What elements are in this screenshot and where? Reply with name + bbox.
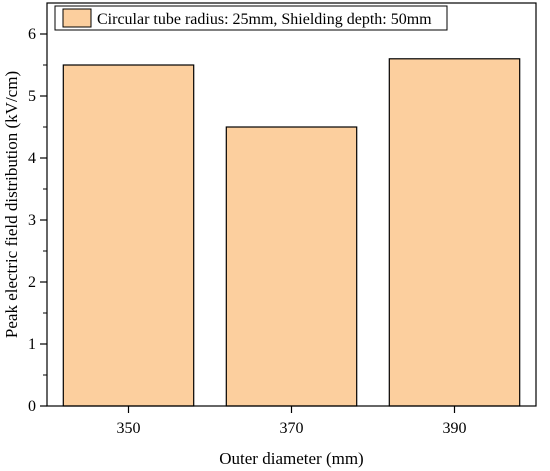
y-axis-ticks: 0 1 2 3 4 5 6 <box>28 26 47 415</box>
x-tick-label: 350 <box>117 420 141 437</box>
bar-370 <box>225 126 358 407</box>
legend-swatch <box>62 8 92 28</box>
x-axis-label: Outer diameter (mm) <box>219 449 363 468</box>
x-tick-label: 370 <box>280 420 304 437</box>
y-tick-label: 0 <box>28 398 36 415</box>
legend: Circular tube radius: 25mm, Shielding de… <box>54 5 448 31</box>
x-axis-ticks: 350 370 390 <box>117 406 467 437</box>
bar-390 <box>388 58 521 407</box>
bar-350 <box>62 64 195 407</box>
legend-label: Circular tube radius: 25mm, Shielding de… <box>97 11 432 28</box>
x-tick-label: 390 <box>443 420 467 437</box>
y-tick-label: 4 <box>28 150 36 167</box>
y-tick-label: 3 <box>28 212 36 229</box>
y-tick-label: 2 <box>28 274 36 291</box>
y-tick-label: 5 <box>28 88 36 105</box>
y-tick-label: 6 <box>28 26 36 43</box>
legend-box <box>54 5 448 31</box>
y-axis-label: Peak electric field distribution (kV/cm) <box>2 71 21 338</box>
bars <box>62 58 521 407</box>
y-tick-label: 1 <box>28 336 36 353</box>
